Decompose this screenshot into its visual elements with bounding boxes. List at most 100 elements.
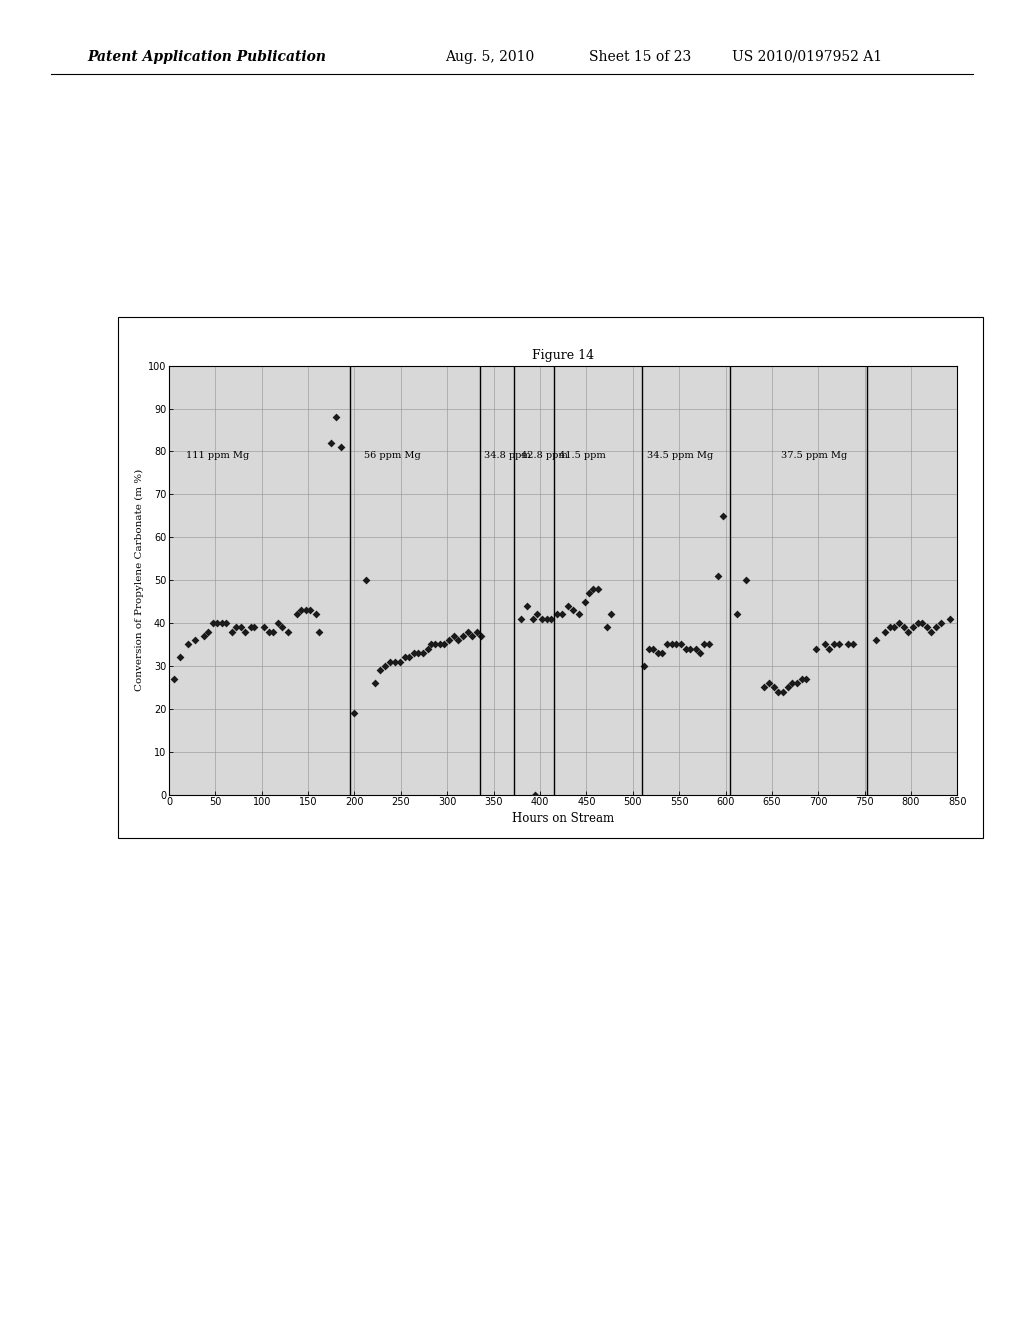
Point	[577, 591, 593, 612]
Point	[766, 677, 782, 698]
Point	[554, 603, 570, 624]
Point	[599, 616, 615, 638]
Point	[807, 638, 823, 659]
Point	[909, 612, 926, 634]
Point	[302, 599, 318, 620]
Point	[539, 609, 555, 630]
Point	[895, 616, 911, 638]
Point	[905, 616, 922, 638]
Point	[255, 616, 271, 638]
Point	[224, 620, 241, 642]
Point	[784, 672, 801, 693]
Point	[420, 638, 436, 659]
Point	[214, 612, 230, 634]
Point	[678, 638, 694, 659]
Text: US 2010/0197952 A1: US 2010/0197952 A1	[732, 50, 883, 63]
Point	[274, 616, 291, 638]
Point	[737, 569, 754, 590]
Point	[933, 612, 949, 634]
Point	[654, 643, 671, 664]
Point	[710, 565, 726, 586]
Point	[427, 634, 443, 655]
Point	[519, 595, 536, 616]
Point	[673, 634, 689, 655]
Point	[441, 630, 458, 651]
Point	[688, 638, 705, 659]
Text: 34.5 ppm Mg: 34.5 ppm Mg	[647, 451, 713, 461]
Text: 41.5 ppm: 41.5 ppm	[558, 451, 605, 461]
Point	[581, 582, 597, 603]
Point	[205, 612, 221, 634]
Point	[728, 603, 744, 624]
Point	[886, 616, 902, 638]
Point	[649, 643, 666, 664]
Point	[179, 634, 196, 655]
Point	[270, 612, 287, 634]
Point	[264, 620, 281, 642]
Text: 56 ppm Mg: 56 ppm Mg	[364, 451, 421, 461]
Point	[513, 609, 529, 630]
Point	[392, 651, 409, 672]
Point	[821, 638, 838, 659]
Point	[166, 668, 182, 689]
Point	[942, 609, 958, 630]
Point	[867, 630, 884, 651]
Point	[460, 620, 476, 642]
Point	[900, 620, 916, 642]
Point	[845, 634, 861, 655]
Point	[549, 603, 565, 624]
Point	[451, 630, 467, 651]
Point	[196, 626, 212, 647]
Point	[770, 681, 786, 702]
Point	[658, 634, 675, 655]
Point	[227, 616, 244, 638]
Point	[529, 603, 546, 624]
Point	[924, 620, 940, 642]
Point	[307, 603, 324, 624]
Title: Figure 14: Figure 14	[532, 348, 594, 362]
Point	[914, 612, 931, 634]
Point	[794, 668, 810, 689]
Point	[877, 620, 893, 642]
Point	[798, 668, 814, 689]
Point	[696, 634, 713, 655]
Point	[882, 616, 898, 638]
Point	[775, 681, 792, 702]
Point	[396, 647, 413, 668]
Point	[298, 599, 314, 620]
Point	[289, 603, 305, 624]
Point	[172, 647, 188, 668]
Point	[560, 595, 577, 616]
Point	[333, 437, 349, 458]
Point	[186, 630, 203, 651]
Point	[691, 643, 708, 664]
Point	[779, 677, 796, 698]
Point	[891, 612, 907, 634]
Point	[534, 609, 550, 630]
Point	[590, 578, 606, 599]
Point	[377, 655, 393, 676]
Point	[585, 578, 601, 599]
Point	[700, 634, 717, 655]
Point	[645, 638, 662, 659]
Point	[472, 626, 488, 647]
Text: 34.8 ppm: 34.8 ppm	[484, 451, 531, 461]
Point	[761, 672, 777, 693]
Point	[469, 620, 485, 642]
Point	[373, 660, 389, 681]
Y-axis label: Conversion of Propylene Carbonate (m %): Conversion of Propylene Carbonate (m %)	[134, 469, 143, 692]
Point	[218, 612, 234, 634]
Point	[415, 643, 431, 664]
Point	[280, 620, 296, 642]
Text: 111 ppm Mg: 111 ppm Mg	[185, 451, 249, 461]
Point	[311, 620, 328, 642]
Point	[401, 647, 418, 668]
Point	[445, 626, 462, 647]
Point	[664, 634, 680, 655]
Point	[432, 634, 449, 655]
Point	[669, 634, 685, 655]
Point	[527, 784, 544, 805]
Text: Patent Application Publication: Patent Application Publication	[87, 50, 326, 63]
Point	[328, 407, 344, 428]
Point	[423, 634, 439, 655]
